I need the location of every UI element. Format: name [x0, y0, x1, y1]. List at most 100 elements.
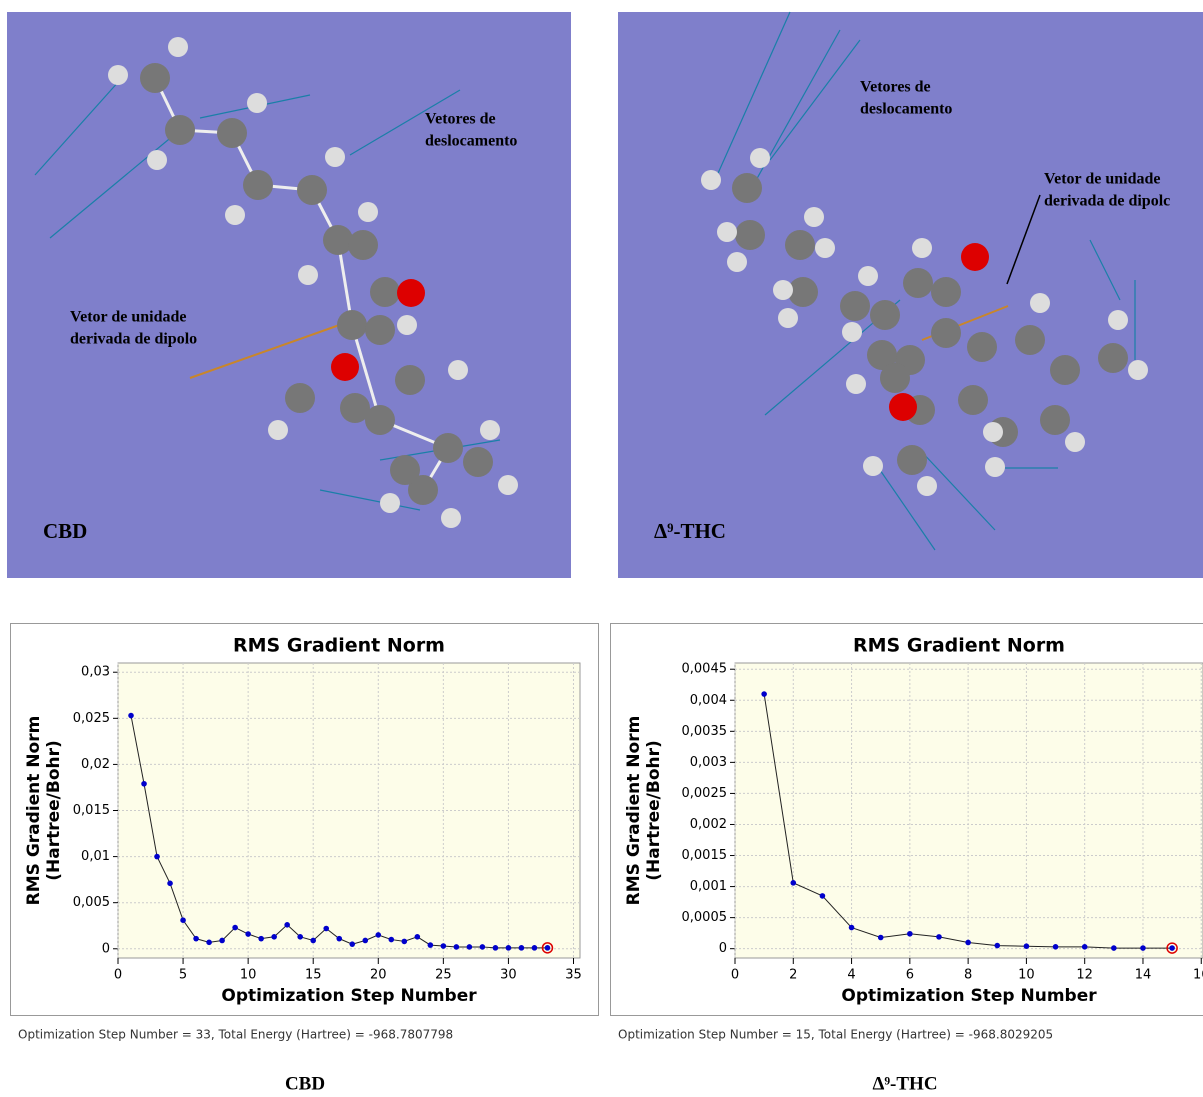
y-tick-label: 0,003 [690, 755, 727, 770]
point [877, 934, 884, 941]
point [1052, 944, 1059, 950]
x-tick-label: 35 [565, 968, 582, 983]
molecule-atoms [108, 37, 518, 528]
point [349, 941, 356, 947]
y-tick-label: 0,0015 [682, 848, 728, 863]
current-point-ring [541, 942, 554, 954]
point [505, 945, 512, 951]
point [141, 780, 147, 787]
point [1081, 944, 1088, 950]
footer: Optimization Step Number = 33, Total Ene… [18, 1028, 453, 1042]
point [761, 691, 767, 697]
caption: CBD [285, 1073, 325, 1094]
y-tick-label: 0,0035 [682, 724, 728, 739]
point [440, 943, 447, 949]
point [544, 945, 551, 951]
footer: Optimization Step Number = 15, Total Ene… [618, 1028, 1053, 1042]
point [323, 925, 330, 932]
annotation: Vetor de unidade [70, 309, 186, 326]
x-tick-label: 10 [240, 968, 257, 983]
point [297, 933, 303, 940]
caption: Δ⁹-THC [872, 1073, 937, 1094]
x-tick-label: 2 [789, 968, 797, 983]
x-tick-label: 0 [114, 968, 122, 983]
point [180, 917, 186, 924]
x-axis-label: Optimization Step Number [221, 986, 477, 1006]
point [965, 939, 971, 946]
y-axis-label: RMS Gradient Norm [24, 716, 44, 906]
y-tick-label: 0,001 [690, 879, 727, 894]
point [219, 937, 225, 944]
point [848, 924, 855, 931]
x-tick-label: 5 [179, 968, 187, 983]
y-tick-label: 0,01 [81, 849, 110, 864]
point [936, 934, 942, 940]
annotation: Vetores de [425, 111, 496, 128]
molecule-panel [7, 12, 571, 578]
annotation: Vetores de [860, 79, 931, 96]
y-tick-label: 0,0025 [682, 786, 728, 801]
point [1140, 945, 1146, 951]
point [1023, 943, 1030, 949]
point [479, 944, 486, 950]
point [128, 712, 134, 719]
point [531, 945, 538, 951]
point [1169, 945, 1175, 951]
point [362, 937, 369, 944]
x-tick-label: 12 [1076, 968, 1093, 983]
point [310, 937, 317, 944]
point [154, 853, 160, 860]
point [232, 924, 238, 931]
x-tick-label: 0 [731, 968, 739, 983]
point [271, 933, 277, 940]
point [790, 880, 797, 886]
point [453, 944, 460, 950]
point [994, 942, 1001, 949]
annotation: deslocamento [860, 101, 952, 118]
x-tick-label: 8 [964, 968, 972, 983]
y-tick-label: 0,0005 [682, 910, 728, 925]
x-tick-label: 30 [500, 968, 517, 983]
y-tick-label: 0 [719, 941, 727, 956]
point [401, 938, 408, 945]
point [206, 939, 212, 946]
point [819, 893, 826, 899]
molecule-atoms [701, 148, 1148, 496]
current-point-ring [1166, 942, 1178, 954]
y-tick-label: 0,002 [690, 817, 727, 832]
point [284, 922, 290, 928]
point [193, 935, 199, 942]
y-tick-label: 0,0045 [682, 662, 728, 677]
point [336, 935, 343, 942]
point [245, 931, 251, 937]
x-tick-label: 16 [1193, 968, 1203, 983]
point [414, 933, 421, 940]
x-tick-label: 10 [1018, 968, 1035, 983]
x-tick-label: 20 [370, 968, 387, 983]
y-tick-label: 0,004 [690, 693, 727, 708]
x-tick-label: 14 [1135, 968, 1152, 983]
chart-title: RMS Gradient Norm [853, 635, 1065, 657]
point [258, 935, 264, 942]
plot-area [734, 662, 1203, 959]
x-axis-label: Optimization Step Number [841, 986, 1097, 1006]
annotation: deslocamento [425, 133, 517, 150]
x-tick-label: 25 [435, 968, 452, 983]
molecule-label: CBD [43, 519, 87, 543]
y-tick-label: 0,03 [81, 665, 110, 680]
point [1111, 945, 1117, 951]
chart-title: RMS Gradient Norm [233, 635, 445, 657]
annotation: Vetor de unidade [1044, 171, 1160, 188]
y-tick-label: 0,005 [73, 895, 110, 910]
y-tick-label: 0,025 [73, 711, 110, 726]
point [518, 945, 525, 951]
point [466, 944, 473, 950]
y-tick-label: 0,02 [81, 757, 110, 772]
point [167, 880, 173, 887]
point [388, 936, 395, 943]
y-tick-label: 0 [102, 941, 110, 956]
annotation: derivada de dipolo [70, 331, 197, 348]
point [907, 930, 913, 937]
point [375, 932, 382, 938]
